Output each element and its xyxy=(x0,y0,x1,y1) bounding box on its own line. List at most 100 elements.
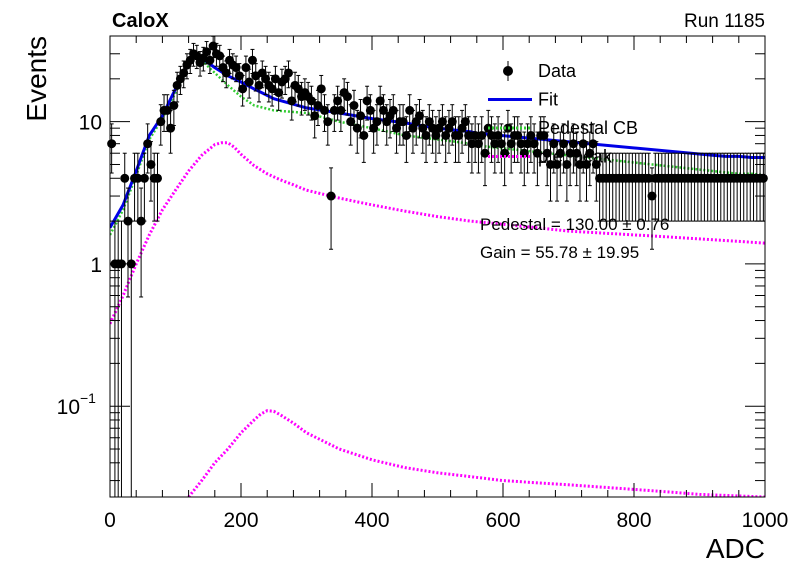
data-point xyxy=(473,123,483,174)
data-point xyxy=(644,152,654,222)
legend-label: Pedestal CB xyxy=(538,118,638,138)
data-point xyxy=(120,152,130,222)
y-tick-label: 10 xyxy=(79,112,102,135)
data-point xyxy=(146,141,156,202)
data-marker xyxy=(162,105,172,115)
data-point xyxy=(500,131,510,187)
data-marker xyxy=(310,111,320,121)
data-marker xyxy=(513,130,523,140)
legend-item-p-e-peak: p.e. peak xyxy=(488,147,613,167)
data-marker xyxy=(152,173,162,183)
data-marker xyxy=(585,148,595,158)
y-tick-label-exponent: −1 xyxy=(80,390,96,406)
data-point xyxy=(487,116,497,163)
data-marker xyxy=(473,139,483,149)
data-marker xyxy=(565,148,575,158)
data-point xyxy=(107,123,117,174)
data-marker xyxy=(372,117,382,127)
data-point xyxy=(526,116,536,163)
data-marker xyxy=(352,123,362,133)
data-marker xyxy=(346,117,356,127)
data-point xyxy=(470,116,480,163)
data-marker xyxy=(274,88,284,98)
data-point xyxy=(457,109,467,154)
data-point xyxy=(401,116,411,163)
data-marker xyxy=(123,216,133,226)
data-marker xyxy=(441,130,451,140)
data-marker xyxy=(231,63,241,73)
data-marker xyxy=(568,139,578,149)
data-marker xyxy=(179,68,189,78)
data-marker xyxy=(136,216,146,226)
data-marker xyxy=(464,130,474,140)
data-point xyxy=(493,116,503,163)
pedestal-cb-curve xyxy=(110,56,765,236)
data-point xyxy=(441,116,451,163)
data-marker xyxy=(418,123,428,133)
data-marker xyxy=(293,84,303,94)
data-marker xyxy=(126,259,136,269)
data-point xyxy=(372,104,382,146)
data-marker xyxy=(562,159,572,169)
legend-label: p.e. peak xyxy=(538,147,613,167)
data-point xyxy=(323,104,333,146)
data-point xyxy=(293,74,303,107)
data-marker xyxy=(523,139,533,149)
y-tick-label-base: 10 xyxy=(57,396,80,419)
data-marker xyxy=(493,130,503,140)
legend-label: Fit xyxy=(538,90,558,110)
pedestal-annotation: Pedestal = 130.00 ± 0.76 xyxy=(480,215,669,234)
data-point xyxy=(575,141,585,202)
data-marker xyxy=(401,130,411,140)
data-point xyxy=(591,141,601,202)
x-axis-label: ADC xyxy=(706,533,765,564)
data-marker xyxy=(329,105,339,115)
data-marker xyxy=(490,139,500,149)
data-marker xyxy=(454,130,464,140)
data-point xyxy=(365,94,375,132)
data-marker xyxy=(349,100,359,110)
data-marker xyxy=(539,130,549,140)
data-point xyxy=(516,123,526,174)
data-point xyxy=(362,85,372,121)
data-marker xyxy=(267,84,277,94)
data-marker xyxy=(437,117,447,127)
y-axis-label: Events xyxy=(21,36,52,122)
data-marker xyxy=(133,173,143,183)
data-point xyxy=(428,109,438,154)
legend-item-pedestal-cb: Pedestal CB xyxy=(488,118,638,138)
data-marker xyxy=(342,92,352,102)
pe-peak-2-curve xyxy=(187,409,765,497)
data-point xyxy=(418,109,428,154)
data-marker xyxy=(591,159,601,169)
data-marker xyxy=(287,96,297,106)
data-point xyxy=(529,123,539,174)
legend-label: Data xyxy=(538,61,577,81)
data-marker xyxy=(555,148,565,158)
data-point xyxy=(490,123,500,174)
x-tick-label: 0 xyxy=(104,509,116,532)
data-marker xyxy=(421,130,431,140)
data-marker xyxy=(506,139,516,149)
data-point xyxy=(316,74,326,107)
data-marker xyxy=(320,105,330,115)
data-marker xyxy=(532,148,542,158)
legend-item-data: Data xyxy=(503,61,577,81)
data-marker xyxy=(378,105,388,115)
fit-curve xyxy=(110,54,765,229)
data-marker xyxy=(326,191,336,201)
data-marker xyxy=(313,100,323,110)
data-marker xyxy=(234,71,244,81)
data-marker xyxy=(487,130,497,140)
data-point xyxy=(287,85,297,121)
data-marker xyxy=(359,130,369,140)
data-point xyxy=(506,123,516,174)
data-marker xyxy=(247,55,257,65)
data-point xyxy=(568,123,578,174)
data-marker xyxy=(356,111,366,121)
data-point xyxy=(136,187,146,298)
data-marker xyxy=(477,130,487,140)
data-marker xyxy=(480,148,490,158)
data-marker xyxy=(529,139,539,149)
data-marker xyxy=(545,159,555,169)
